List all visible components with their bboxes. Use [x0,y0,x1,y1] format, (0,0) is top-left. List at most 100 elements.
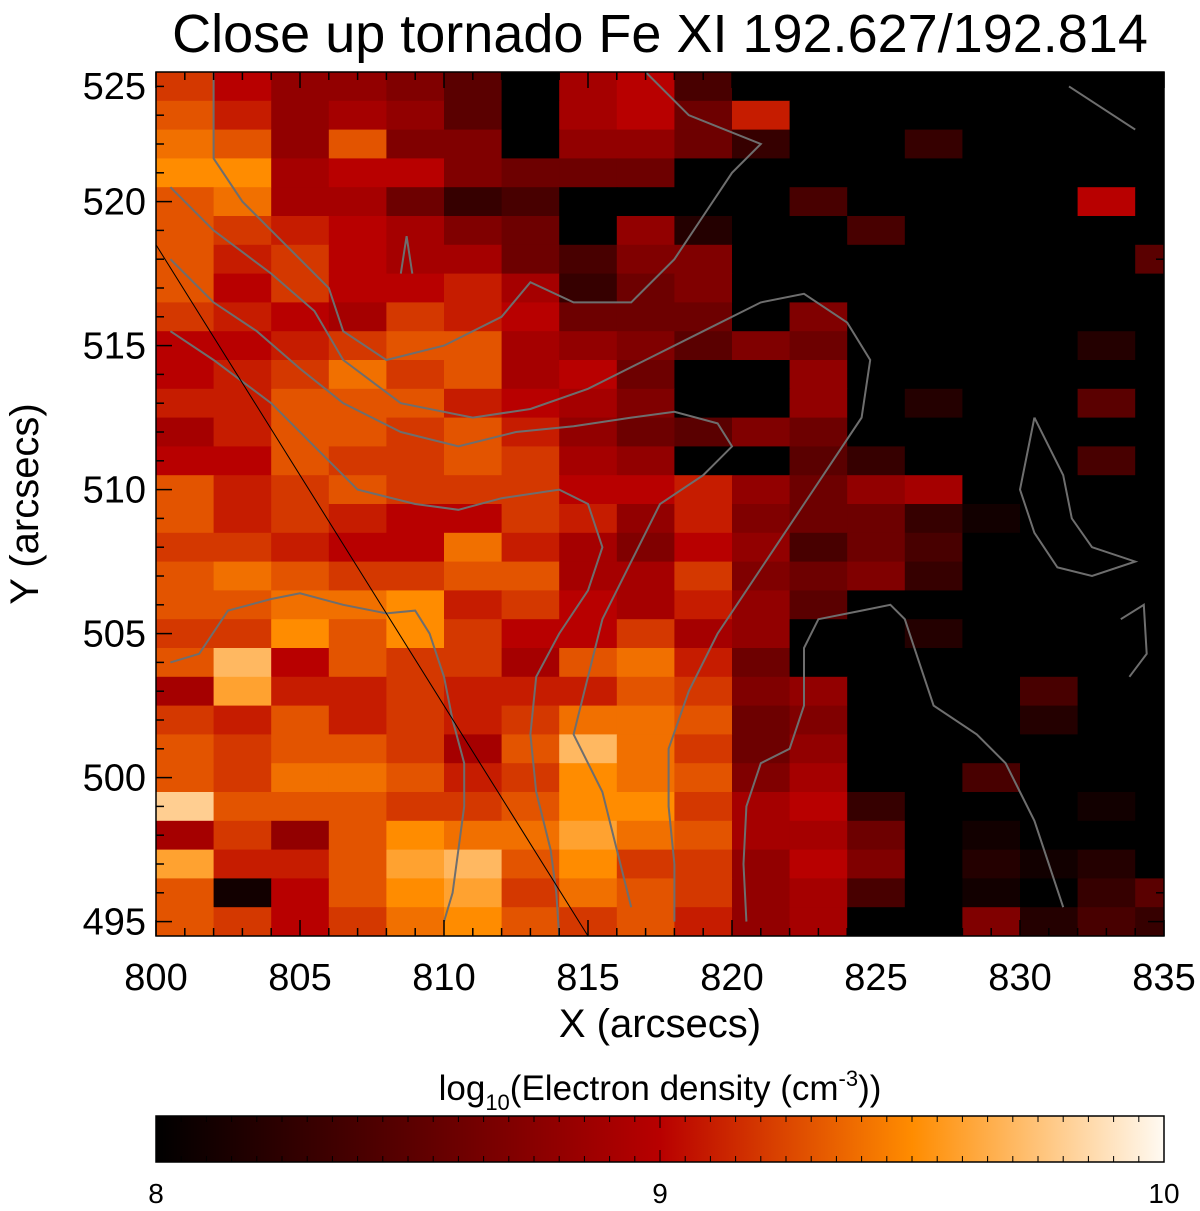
heatmap-cell [386,734,445,764]
heatmap-cell [674,360,733,390]
heatmap-cell [847,302,906,332]
heatmap-cell [271,446,330,476]
heatmap-cell [789,273,848,303]
heatmap-cell [732,388,791,419]
heatmap-cell [732,676,791,707]
heatmap-cell [1078,965,1136,994]
y-tick-label: 520 [83,182,146,224]
heatmap-cell [444,273,503,303]
heatmap-cell [674,388,733,419]
heatmap-cell [962,244,1021,275]
heatmap-cells [156,72,1164,994]
heatmap-cell [559,504,618,534]
heatmap-cell [1077,331,1136,361]
heatmap-cell [501,590,560,620]
heatmap-cell [1077,648,1136,678]
heatmap-cell [386,331,445,361]
heatmap-cell [616,619,675,649]
heatmap-cell [1020,216,1079,246]
heatmap-cell [847,820,906,851]
y-tick-label: 505 [83,614,146,656]
heatmap-cell [271,158,330,188]
heatmap-cell [271,216,330,246]
heatmap-cell [559,216,618,246]
heatmap-cell [1077,475,1136,505]
heatmap-cell [1077,532,1136,563]
heatmap-cell [444,734,503,764]
heatmap-cell [789,475,848,505]
heatmap-cell [789,417,848,447]
heatmap-cell [616,820,675,851]
heatmap-cell [444,129,503,159]
heatmap-cell [616,331,675,361]
colorbar-label-log: log [439,1069,486,1108]
heatmap-cell [616,302,675,332]
heatmap-cell [1077,792,1136,822]
heatmap-cell [213,475,272,505]
heatmap-cell [559,734,618,764]
heatmap-cell [386,763,445,793]
heatmap-cell [271,331,330,361]
heatmap-cell [444,849,503,879]
heatmap-cell [1020,792,1079,822]
heatmap-cell [616,446,675,476]
heatmap-cell [732,648,791,678]
heatmap-cell [847,763,906,793]
heatmap-cell [501,417,560,447]
heatmap-cell [386,244,445,275]
heatmap-cell [213,734,272,764]
heatmap-cell [213,273,272,303]
heatmap-cell [559,360,618,390]
heatmap-cell [271,590,330,620]
heatmap-cell [386,820,445,851]
heatmap-cell [501,302,560,332]
x-axis-label: X (arcsecs) [559,1002,761,1046]
heatmap-cell [847,129,906,159]
heatmap-cell [271,648,330,678]
heatmap-cell [847,734,906,764]
heatmap-cell [502,936,560,965]
heatmap-cell [271,734,330,764]
heatmap-cell [328,504,387,534]
heatmap-cell [271,561,330,591]
heatmap-cell [328,734,387,764]
heatmap-cell [559,676,618,707]
heatmap-cell [1020,244,1079,275]
heatmap-cell [156,676,215,707]
heatmap-cell [674,187,733,217]
heatmap-cell [1077,763,1136,793]
heatmap-cell [501,331,560,361]
heatmap-cell [789,561,848,591]
heatmap-cell [616,705,675,735]
heatmap-cell [789,100,848,131]
heatmap-cell [501,360,560,390]
heatmap-cell [328,216,387,246]
heatmap-cell [616,878,675,908]
heatmap-cell [1020,302,1079,332]
heatmap-cell [444,763,503,793]
heatmap-cell [847,648,906,678]
heatmap-cell [1077,302,1136,332]
heatmap-cell [1077,820,1136,851]
heatmap-cell [674,705,733,735]
heatmap-cell [1020,619,1079,649]
x-tick-label: 820 [700,957,763,999]
heatmap-cell [732,216,791,246]
heatmap-cell [732,734,791,764]
heatmap-cell [789,648,848,678]
heatmap-cell [962,820,1021,851]
heatmap-cell [444,216,503,246]
heatmap-cell [156,273,215,303]
heatmap-cell [1020,158,1079,188]
heatmap-cell [386,676,445,707]
x-tick-label: 800 [124,957,187,999]
heatmap-cell [328,705,387,735]
colorbar-label-suffix: )) [858,1069,881,1108]
heatmap-cell [156,388,215,419]
heatmap-cell [559,820,618,851]
heatmap-cell [444,590,503,620]
heatmap-cell [501,216,560,246]
heatmap-cell [616,158,675,188]
heatmap-cell [904,158,963,188]
heatmap-cell [271,849,330,879]
